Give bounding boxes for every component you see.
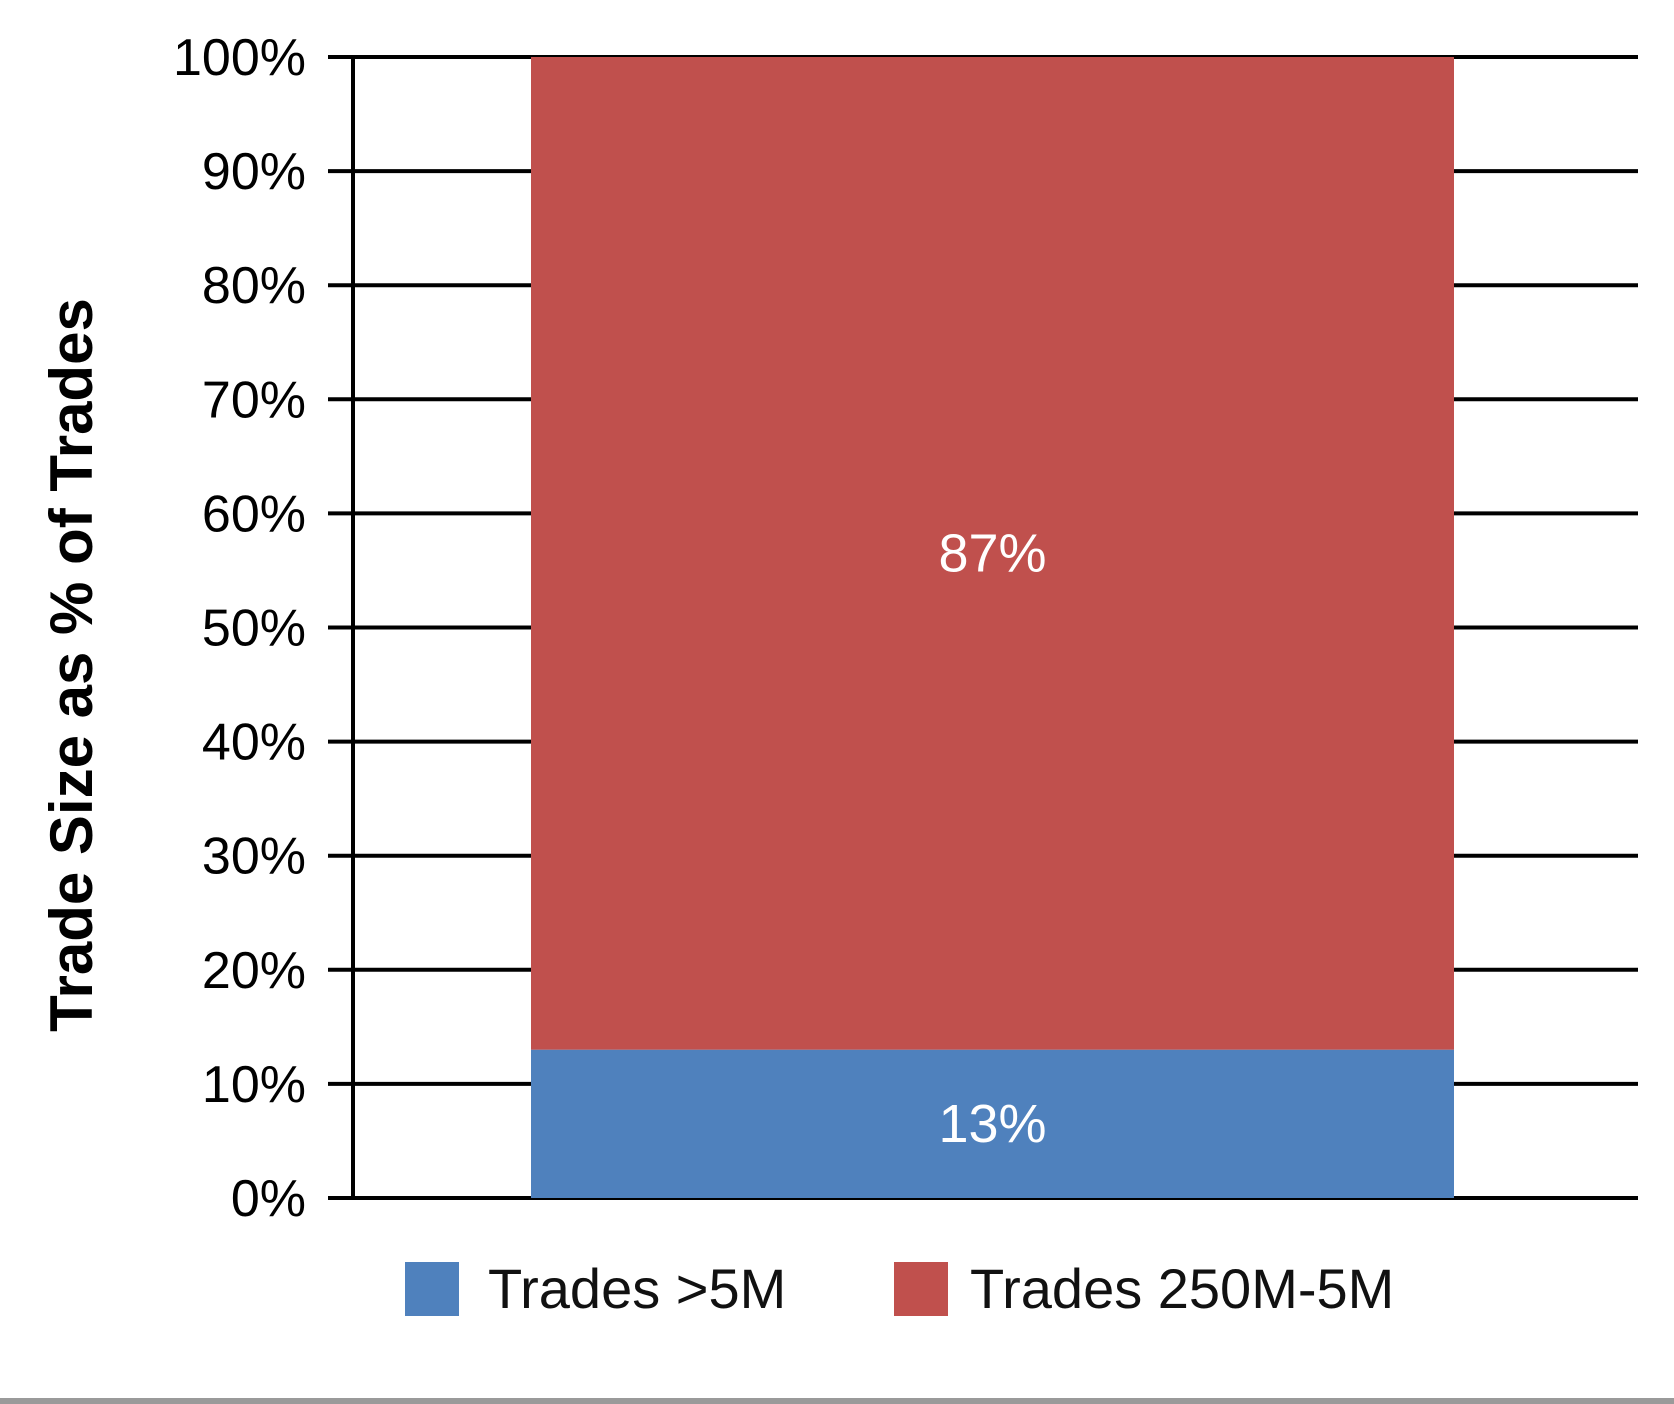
data-label: 13% [938,1094,1046,1154]
y-axis-title: Trade Size as % of Trades [38,298,105,1032]
legend-swatch [894,1262,948,1316]
bar-segment-2 [531,57,1454,1050]
y-tick-label: 100% [173,29,306,87]
y-tick-label: 90% [202,143,306,201]
bottom-divider [0,1398,1674,1404]
data-labels: 13% 87% [938,523,1046,1153]
legend-label: Trades >5M [488,1257,786,1320]
y-tick-label: 70% [202,371,306,429]
bars [531,57,1454,1198]
y-tick-label: 30% [202,828,306,886]
y-tick-label: 80% [202,257,306,315]
data-label: 87% [938,523,1046,583]
y-tick-label: 40% [202,714,306,772]
legend-label: Trades 250M-5M [970,1257,1394,1320]
y-tick-label: 0% [231,1170,306,1228]
bar-segment-1 [531,1049,1454,1198]
legend-swatch [405,1262,459,1316]
y-tick-label: 10% [202,1056,306,1114]
y-tick-label: 60% [202,485,306,543]
y-tick-label: 20% [202,942,306,1000]
legend: Trades >5M Trades 250M-5M [405,1257,1394,1320]
y-axis: 0% 10% 20% 30% 40% 50% 60% 70% 80% 90% 100% [173,29,355,1228]
y-tick-label: 50% [202,600,306,658]
